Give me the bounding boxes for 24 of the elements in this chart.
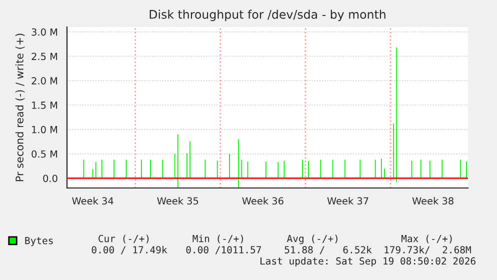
legend-label: Bytes [25,237,53,246]
y-tick-label: 2.0 M [32,77,58,84]
text: Cur (-/+) [98,234,149,244]
text: Min (-/+) [192,234,243,244]
text: Last update: Sat Sep 19 08:50:02 2026 [260,257,476,267]
text: 51.88 / 6.52k [284,246,372,254]
text: 0.00 /1011.57 [186,246,261,254]
y-tick-label: 0.5 M [32,150,58,158]
x-tick-label: Week 38 [412,197,454,205]
y-tick-label: 1.5 M [32,102,58,109]
text: 179.73k/ 2.68M [384,246,471,254]
y-tick-label: 2.5 M [32,52,58,60]
text: Avg (-/+) [286,234,338,244]
x-tick-label: Week 37 [327,197,368,205]
x-tick-label: Week 34 [72,197,114,205]
x-tick-label: Week 35 [157,197,198,205]
text: Max (-/+) [401,234,452,244]
text: 0.00 / 17.49k [92,246,168,254]
chart-title: Disk throughput for /dev/sda - by month [150,10,386,22]
y-tick-label: 3.0 M [32,28,58,36]
y-axis-title: Pr second read (-) / write (+) [15,34,25,182]
x-tick-label: Week 36 [242,197,284,205]
y-tick-label: 0.0 [43,174,58,182]
y-tick-label: 1.0 M [32,126,58,134]
